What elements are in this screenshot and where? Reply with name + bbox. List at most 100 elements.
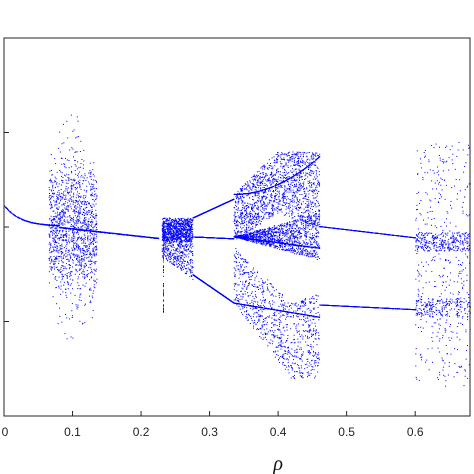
data-point [53,246,55,248]
data-point [80,211,82,213]
data-point [169,253,170,255]
data-point [18,217,20,219]
data-point [162,230,164,231]
data-point [93,175,95,177]
data-point [175,226,177,228]
data-point [180,251,182,253]
data-point [163,231,165,233]
data-point [62,262,64,264]
data-point [91,223,93,225]
data-point [88,273,90,275]
data-point [77,219,79,221]
data-point [128,234,130,236]
data-point [49,234,51,236]
data-point [65,313,66,315]
data-point [162,236,164,238]
data-point [179,237,181,239]
data-point [63,254,65,256]
data-point [81,174,83,176]
data-point [79,294,81,296]
data-point [180,229,182,231]
data-point [179,230,181,232]
data-point [66,317,68,319]
data-point [103,231,105,233]
data-point [62,265,63,267]
data-point [148,236,150,238]
data-point [49,195,51,197]
data-point [72,279,74,281]
data-point [24,220,26,221]
data-point [77,257,79,259]
data-point [220,293,222,295]
data-point [163,227,164,229]
data-point [180,238,182,240]
data-point [157,237,159,239]
data-point [172,219,174,220]
data-point [181,226,183,227]
data-point [32,222,34,224]
data-point [166,248,168,250]
data-point [50,202,52,204]
data-point [89,246,90,248]
data-point [63,235,65,237]
data-point [73,201,75,203]
data-point [53,262,55,264]
data-point [66,255,68,257]
data-point [87,223,89,225]
data-point [181,242,183,244]
data-point [184,246,186,248]
data-point [173,265,175,266]
data-point [184,220,186,222]
data-point [189,240,191,242]
data-point [67,206,69,208]
data-point [187,239,189,241]
data-point [190,244,192,246]
data-point [51,258,53,260]
data-point [20,218,22,220]
data-point [62,193,64,195]
data-point [177,230,179,232]
data-point [84,285,86,287]
data-point [95,254,97,256]
data-point [50,189,52,191]
data-point [74,151,76,153]
data-point [65,256,67,258]
data-point [175,258,177,260]
data-point [180,269,182,271]
data-point [56,195,58,197]
data-point [168,256,170,258]
data-point [61,248,63,250]
data-point [197,215,199,217]
data-point [175,227,177,229]
data-point [180,232,182,234]
data-point [64,207,66,209]
data-point [76,243,78,245]
data-point [84,204,86,206]
data-point [81,255,83,257]
data-point [59,223,61,225]
data-point [183,228,185,230]
data-point [176,234,178,236]
data-point [163,311,164,313]
data-point [187,218,189,220]
data-point [172,259,174,261]
data-point [63,234,65,236]
data-point [162,236,164,238]
data-point [56,303,58,305]
data-point [208,210,210,212]
data-point [48,196,50,198]
data-point [89,254,91,256]
data-point [178,241,180,243]
data-point [83,180,85,182]
data-point [176,223,177,225]
data-point [85,245,86,247]
data-point [170,236,172,238]
data-point [95,280,96,282]
data-point [190,261,192,263]
data-point [169,232,171,234]
data-point [71,220,73,222]
data-point [52,221,54,223]
data-point [87,228,89,230]
data-point [166,249,168,251]
data-point [93,213,95,215]
